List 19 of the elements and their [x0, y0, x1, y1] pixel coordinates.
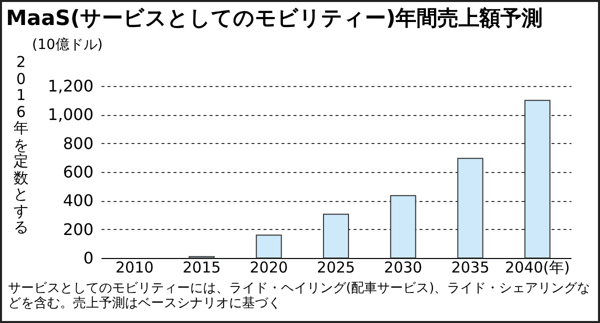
chart-title: MaaS(サービスとしてのモビリティー)年間売上額予測: [6, 5, 543, 32]
y-tick-label: 400: [62, 191, 94, 210]
x-tick-label: 2015: [182, 258, 221, 276]
bar: [256, 234, 282, 258]
x-tick-label: 2040(年): [504, 258, 570, 276]
y-tick-label: 600: [62, 162, 94, 182]
x-tick-label: 2030: [384, 258, 422, 276]
text: 2016年を定数とする: [14, 53, 28, 236]
x-tick-label: 2035: [451, 258, 490, 276]
text: サービスとしてのモビリティーには、ライド・ヘイリング(配車サービス)、ライド・シェアリングなどを含む。売上予測はベースシナリオに基づく: [8, 281, 592, 312]
x-tick-label: 2020: [250, 258, 288, 276]
y-tick-label: 0: [83, 248, 94, 268]
x-tick-label: 2025: [316, 258, 356, 276]
x-tick-label: 2010: [115, 258, 154, 276]
y-tick-label: 1,000: [48, 105, 94, 124]
y-tick-label: 1,200: [48, 76, 94, 96]
y-tick-label: 800: [62, 134, 94, 153]
chart-subtitle: (10億ドル): [32, 36, 103, 54]
y-tick-label: 200: [62, 220, 94, 239]
